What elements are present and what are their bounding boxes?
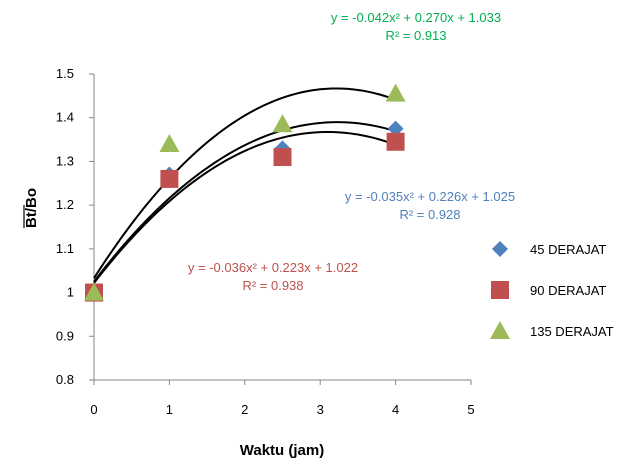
x-tick-label: 0 [90, 402, 97, 417]
trendline-r2: R² = 0.938 [242, 278, 303, 293]
legend-label: 90 DERAJAT [530, 283, 606, 298]
y-tick-label: 0.9 [56, 328, 74, 343]
x-axis-title: Waktu (jam) [240, 442, 324, 459]
x-tick-label: 1 [166, 402, 173, 417]
x-tick-label: 3 [317, 402, 324, 417]
y-axis-title: Bt/Bo [23, 188, 40, 228]
trendline-equation: y = -0.042x² + 0.270x + 1.033 [331, 10, 501, 25]
legend-marker [490, 321, 510, 339]
data-point [387, 120, 404, 137]
legend-label: 45 DERAJAT [530, 242, 606, 257]
trendline-curve [93, 87, 396, 279]
data-point [160, 169, 179, 188]
trendline-equation: y = -0.036x² + 0.223x + 1.022 [188, 260, 358, 275]
x-tick-label: 5 [467, 402, 474, 417]
y-tick-label: 1.3 [56, 153, 74, 168]
y-tick-label: 1.1 [56, 241, 74, 256]
y-tick-label: 1.2 [56, 197, 74, 212]
data-point [273, 148, 292, 167]
data-point [84, 282, 104, 301]
trendline-curve [93, 130, 396, 284]
legend-marker [492, 241, 508, 257]
y-tick-label: 1 [67, 285, 74, 300]
x-tick-label: 4 [392, 402, 399, 417]
axes [93, 74, 471, 381]
trendline-equation: y = -0.035x² + 0.226x + 1.025 [345, 189, 515, 204]
data-point [159, 133, 180, 152]
legend-label: 135 DERAJAT [530, 324, 614, 339]
trendline-r2: R² = 0.928 [399, 207, 460, 222]
legend-marker [491, 281, 509, 299]
y-tick-label: 1.5 [56, 66, 74, 81]
y-tick-label: 1.4 [56, 110, 74, 125]
data-point [272, 114, 293, 133]
data-point [385, 83, 406, 102]
trendline-r2: R² = 0.913 [385, 28, 446, 43]
y-tick-label: 0.8 [56, 372, 74, 387]
data-point [386, 132, 405, 151]
x-tick-label: 2 [241, 402, 248, 417]
trendline-curve [93, 121, 396, 283]
